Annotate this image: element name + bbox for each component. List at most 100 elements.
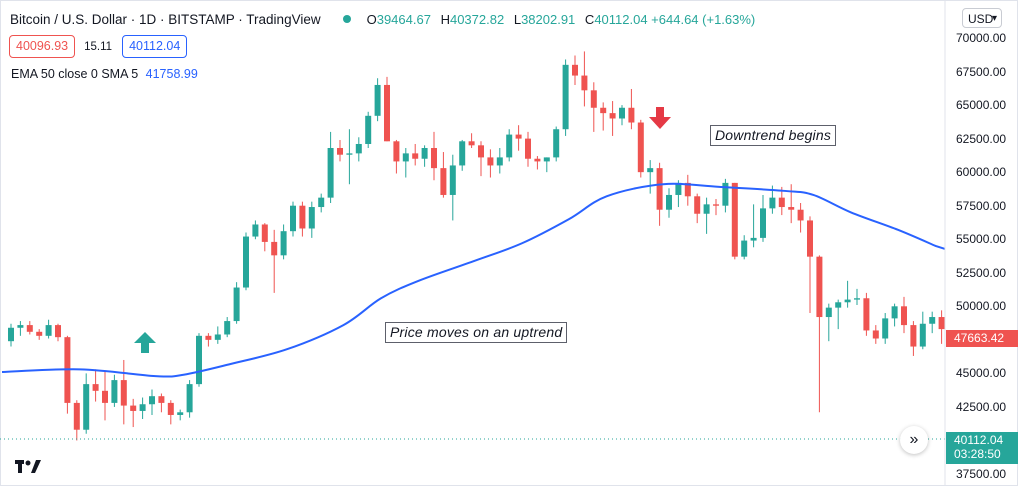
candle[interactable] <box>196 333 202 387</box>
candle[interactable] <box>55 323 61 342</box>
candle[interactable] <box>543 157 550 173</box>
candle[interactable] <box>731 182 738 260</box>
candle[interactable] <box>158 393 165 413</box>
candle[interactable] <box>750 204 757 248</box>
candle[interactable] <box>854 288 860 305</box>
candle[interactable] <box>788 184 795 224</box>
candle[interactable] <box>901 296 907 334</box>
candle[interactable] <box>308 201 315 238</box>
candle[interactable] <box>440 152 447 198</box>
candle[interactable] <box>26 321 33 335</box>
tradingview-logo-icon[interactable] <box>14 455 42 477</box>
candle[interactable] <box>581 51 588 107</box>
candle[interactable] <box>666 188 672 218</box>
candle[interactable] <box>844 280 851 308</box>
candle[interactable] <box>327 131 334 204</box>
candle[interactable] <box>252 220 259 240</box>
candle[interactable] <box>243 232 249 291</box>
candle[interactable] <box>656 162 663 226</box>
candle[interactable] <box>346 129 353 185</box>
candle[interactable] <box>355 137 362 162</box>
candle[interactable] <box>882 313 889 344</box>
candle[interactable] <box>910 321 917 356</box>
candle[interactable] <box>891 303 898 327</box>
candle[interactable] <box>487 149 494 178</box>
candle[interactable] <box>45 319 52 339</box>
candle[interactable] <box>637 119 644 178</box>
candle[interactable] <box>872 325 879 344</box>
candle[interactable] <box>929 311 936 334</box>
candle[interactable] <box>233 282 240 324</box>
candle[interactable] <box>421 145 428 167</box>
candle[interactable] <box>449 154 456 221</box>
candle[interactable] <box>111 374 118 407</box>
currency-selector[interactable]: USD ▾ <box>962 8 1002 28</box>
buy-price-button[interactable]: 40112.04 <box>122 35 188 58</box>
candle[interactable] <box>139 397 146 419</box>
candle[interactable] <box>120 359 127 425</box>
candle[interactable] <box>609 101 616 136</box>
candle[interactable] <box>261 223 268 252</box>
candle[interactable] <box>365 111 372 149</box>
candle[interactable] <box>694 193 701 224</box>
sell-price-button[interactable]: 40096.93 <box>9 35 76 58</box>
candle[interactable] <box>553 126 560 162</box>
candle[interactable] <box>402 148 409 178</box>
candle[interactable] <box>102 372 108 421</box>
candle[interactable] <box>130 398 137 428</box>
candle[interactable] <box>290 201 296 237</box>
candle[interactable] <box>797 203 804 233</box>
candle[interactable] <box>835 299 842 330</box>
candle[interactable] <box>825 303 832 342</box>
candle[interactable] <box>919 311 926 350</box>
candle[interactable] <box>92 369 99 402</box>
candle[interactable] <box>384 76 390 142</box>
candle[interactable] <box>73 400 80 441</box>
candle[interactable] <box>534 156 541 170</box>
candle[interactable] <box>214 326 221 344</box>
candle[interactable] <box>36 329 43 340</box>
indicator-legend[interactable]: EMA 50 close 0 SMA 5 41758.99 <box>11 67 198 81</box>
candle[interactable] <box>478 141 484 177</box>
scroll-to-realtime-button[interactable]: » <box>900 426 928 454</box>
candle[interactable] <box>468 133 475 149</box>
candle[interactable] <box>572 55 578 85</box>
candle[interactable] <box>496 148 503 174</box>
candle[interactable] <box>628 88 635 130</box>
candle[interactable] <box>205 333 212 347</box>
candle[interactable] <box>760 194 766 242</box>
candle[interactable] <box>619 105 625 126</box>
candle[interactable] <box>64 335 71 414</box>
candle[interactable] <box>741 235 748 260</box>
candle[interactable] <box>149 389 155 415</box>
candle[interactable] <box>816 255 823 413</box>
candle[interactable] <box>299 201 306 237</box>
candle[interactable] <box>722 178 729 213</box>
candle[interactable] <box>562 59 569 136</box>
downtrend-annotation[interactable]: Downtrend begins <box>710 125 837 146</box>
candle[interactable] <box>506 129 513 162</box>
candle[interactable] <box>318 193 325 213</box>
candle[interactable] <box>83 373 90 434</box>
candle[interactable] <box>807 216 813 314</box>
candle[interactable] <box>280 224 287 260</box>
candle[interactable] <box>224 317 231 338</box>
candle[interactable] <box>459 139 466 171</box>
candle[interactable] <box>647 160 654 194</box>
candle[interactable] <box>167 400 174 425</box>
candle[interactable] <box>412 143 419 166</box>
candle[interactable] <box>374 78 381 122</box>
candle[interactable] <box>177 409 184 421</box>
candle[interactable] <box>393 139 400 174</box>
candle[interactable] <box>271 229 278 293</box>
candle[interactable] <box>8 323 14 347</box>
candle[interactable] <box>863 292 870 336</box>
candle[interactable] <box>703 197 710 234</box>
candle[interactable] <box>600 102 607 131</box>
candle[interactable] <box>17 321 24 336</box>
candle[interactable] <box>186 380 193 418</box>
candle[interactable] <box>684 174 691 206</box>
candle[interactable] <box>337 139 343 162</box>
candle[interactable] <box>431 131 437 181</box>
